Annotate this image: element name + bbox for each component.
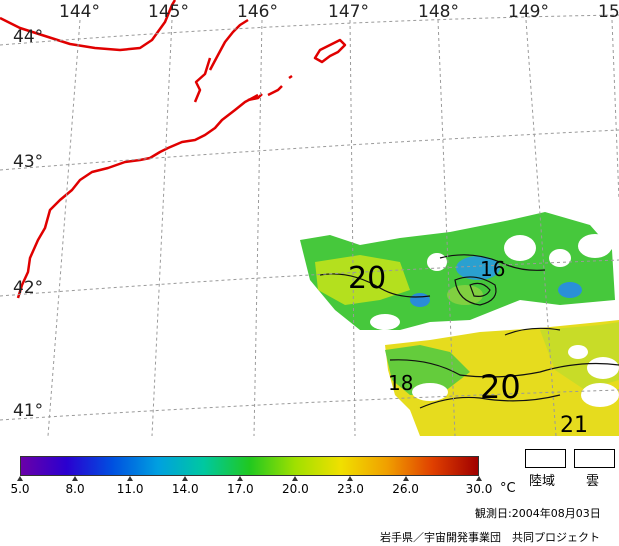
sst-cold-pocket [410,293,430,307]
lon-label: 15 [598,2,619,22]
sst-data-layer [300,212,619,436]
colorbar-tick-label: 5.0 [10,482,30,496]
colorbar-tick-label: 8.0 [65,482,85,496]
colorbar-tick-label: 26.0 [392,482,419,496]
lon-label: 149° [508,2,549,22]
contour-label: 18 [388,371,413,395]
map-canvas: 20 16 20 18 21 [0,0,619,436]
lat-label: 42° [13,278,44,298]
sst-cold-pocket [558,282,582,298]
contour-label: 21 [560,413,588,436]
colorbar-tick-label: 11.0 [116,482,144,496]
graticule [0,14,619,436]
contour-label: 16 [480,257,505,281]
colorbar-tick-mark [237,476,244,481]
contour-label: 20 [348,261,386,296]
contour-label: 20 [480,368,521,406]
sst-patch-south-green [385,345,470,395]
lon-label: 145° [148,2,189,22]
sst-warm-pocket [447,285,483,305]
colorbar-tick-label: 20.0 [282,482,309,496]
lon-label: 147° [328,2,369,22]
lat-label: 41° [13,401,44,421]
colorbar-tick-label: 17.0 [226,482,254,496]
colorbar-tick-mark [347,476,354,481]
lon-label: 148° [418,2,459,22]
lon-label: 144° [59,2,100,22]
lat-label: 43° [13,152,44,172]
temperature-colorbar [20,456,479,476]
sst-cold-pocket [456,256,500,280]
lon-label: 146° [237,2,278,22]
colorbar-tick-mark [182,476,189,481]
isotherm-contours [319,254,619,409]
land-legend-swatch [525,449,566,468]
cloud-legend-swatch [574,449,615,468]
colorbar-tick-label: 14.0 [171,482,199,496]
lat-label: 44° [13,27,44,47]
colorbar-tick-mark [402,476,409,481]
land-legend-label: 陸域 [529,474,556,489]
sst-map: 20 16 20 18 21 144° 145° 146° 147° 148° … [0,0,619,436]
contour-labels: 20 16 20 18 21 [348,257,588,436]
colorbar-tick-mark [72,476,79,481]
colorbar-tick-mark [127,476,134,481]
unit-label: °C [500,481,516,496]
colorbar-tick-label: 30.0 [465,482,493,496]
observation-date: 観測日:2004年08月03日 [475,507,601,520]
colorbar-tick-label: 23.0 [337,482,364,496]
coastline [0,0,347,299]
credit-text: 岩手県／宇宙開発事業団 共同プロジェクト [380,531,600,544]
colorbar-tick-mark [17,476,23,481]
cloud-legend-label: 雲 [586,474,600,489]
colorbar-tick-mark [292,476,299,481]
colorbar-tick-mark [476,476,482,481]
